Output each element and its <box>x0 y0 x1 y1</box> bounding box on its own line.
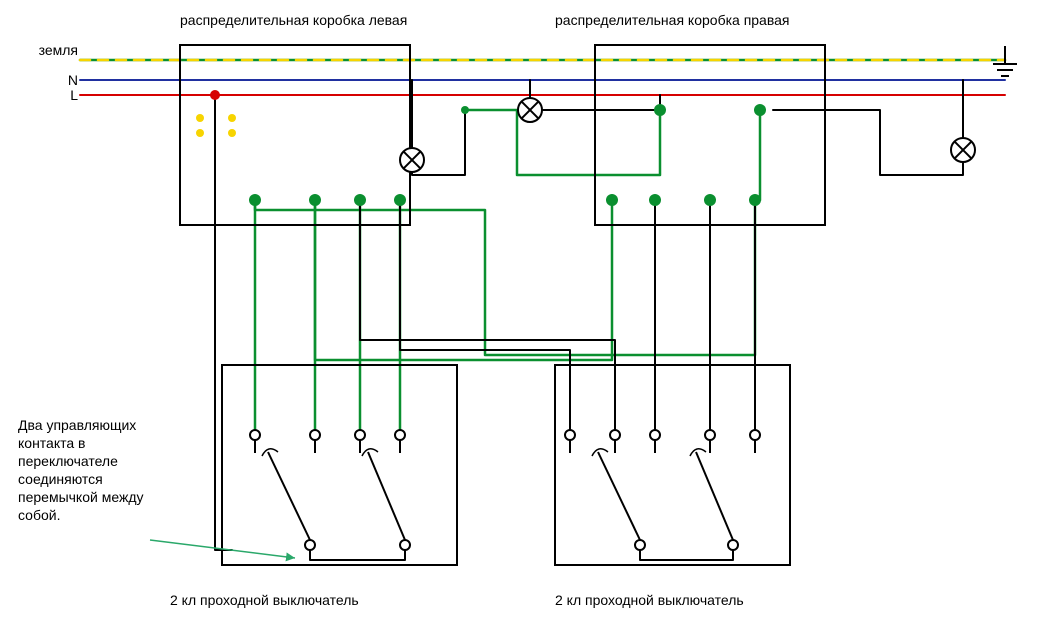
note-line: Два управляющих <box>18 417 136 433</box>
wire <box>360 200 615 435</box>
lamp-3 <box>951 138 975 162</box>
two-way-switch-right <box>565 430 760 550</box>
label-earth: земля <box>39 42 78 58</box>
switch-common <box>728 540 738 550</box>
junction-green <box>249 194 261 206</box>
two-way-switch-left <box>250 430 410 550</box>
switch-arm <box>268 452 310 540</box>
junction-red <box>210 90 220 100</box>
switch-terminal <box>395 430 405 440</box>
switch-box-left <box>222 365 457 565</box>
junction-green <box>309 194 321 206</box>
label-box-right: распределительная коробка правая <box>555 12 790 28</box>
note-line: перемычкой между <box>18 489 144 505</box>
junction-yellow <box>196 114 204 122</box>
junction-green <box>606 194 618 206</box>
note-line: переключателе <box>18 453 118 469</box>
junction-green <box>649 194 661 206</box>
note-line: контакта в <box>18 435 86 451</box>
wire <box>773 110 963 175</box>
junction-yellow <box>228 129 236 137</box>
switch-terminal <box>750 430 760 440</box>
junction-yellow <box>228 114 236 122</box>
switch-common <box>305 540 315 550</box>
wire <box>310 545 405 560</box>
lamp-2 <box>518 98 542 122</box>
junction-yellow <box>196 129 204 137</box>
junction-green <box>394 194 406 206</box>
switch-common <box>400 540 410 550</box>
note-line: соединяются <box>18 471 103 487</box>
switch-arm <box>368 452 405 540</box>
switch-arm <box>696 452 733 540</box>
switch-terminal <box>565 430 575 440</box>
junction-green <box>654 104 666 116</box>
label-n: N <box>68 72 78 88</box>
switch-terminal <box>310 430 320 440</box>
label-switch-right: 2 кл проходной выключатель <box>555 592 744 608</box>
note-line: собой. <box>18 507 60 523</box>
traveller-wire <box>255 200 755 355</box>
wire <box>215 95 232 550</box>
junction-green <box>354 194 366 206</box>
label-switch-left: 2 кл проходной выключатель <box>170 592 359 608</box>
switch-terminal <box>250 430 260 440</box>
junction-green <box>749 194 761 206</box>
switch-arm <box>598 452 640 540</box>
lamp-1 <box>400 148 424 172</box>
wiring-diagram: распределительная коробка левая распредел… <box>0 0 1037 636</box>
switch-terminal <box>610 430 620 440</box>
label-l: L <box>70 87 78 103</box>
switch-terminal <box>650 430 660 440</box>
label-box-left: распределительная коробка левая <box>180 12 407 28</box>
switch-terminal <box>355 430 365 440</box>
junction-green <box>461 106 469 114</box>
traveller-wire <box>465 110 660 175</box>
switch-common <box>635 540 645 550</box>
wire <box>640 545 733 560</box>
junction-green <box>704 194 716 206</box>
switch-terminal <box>705 430 715 440</box>
junction-green <box>754 104 766 116</box>
